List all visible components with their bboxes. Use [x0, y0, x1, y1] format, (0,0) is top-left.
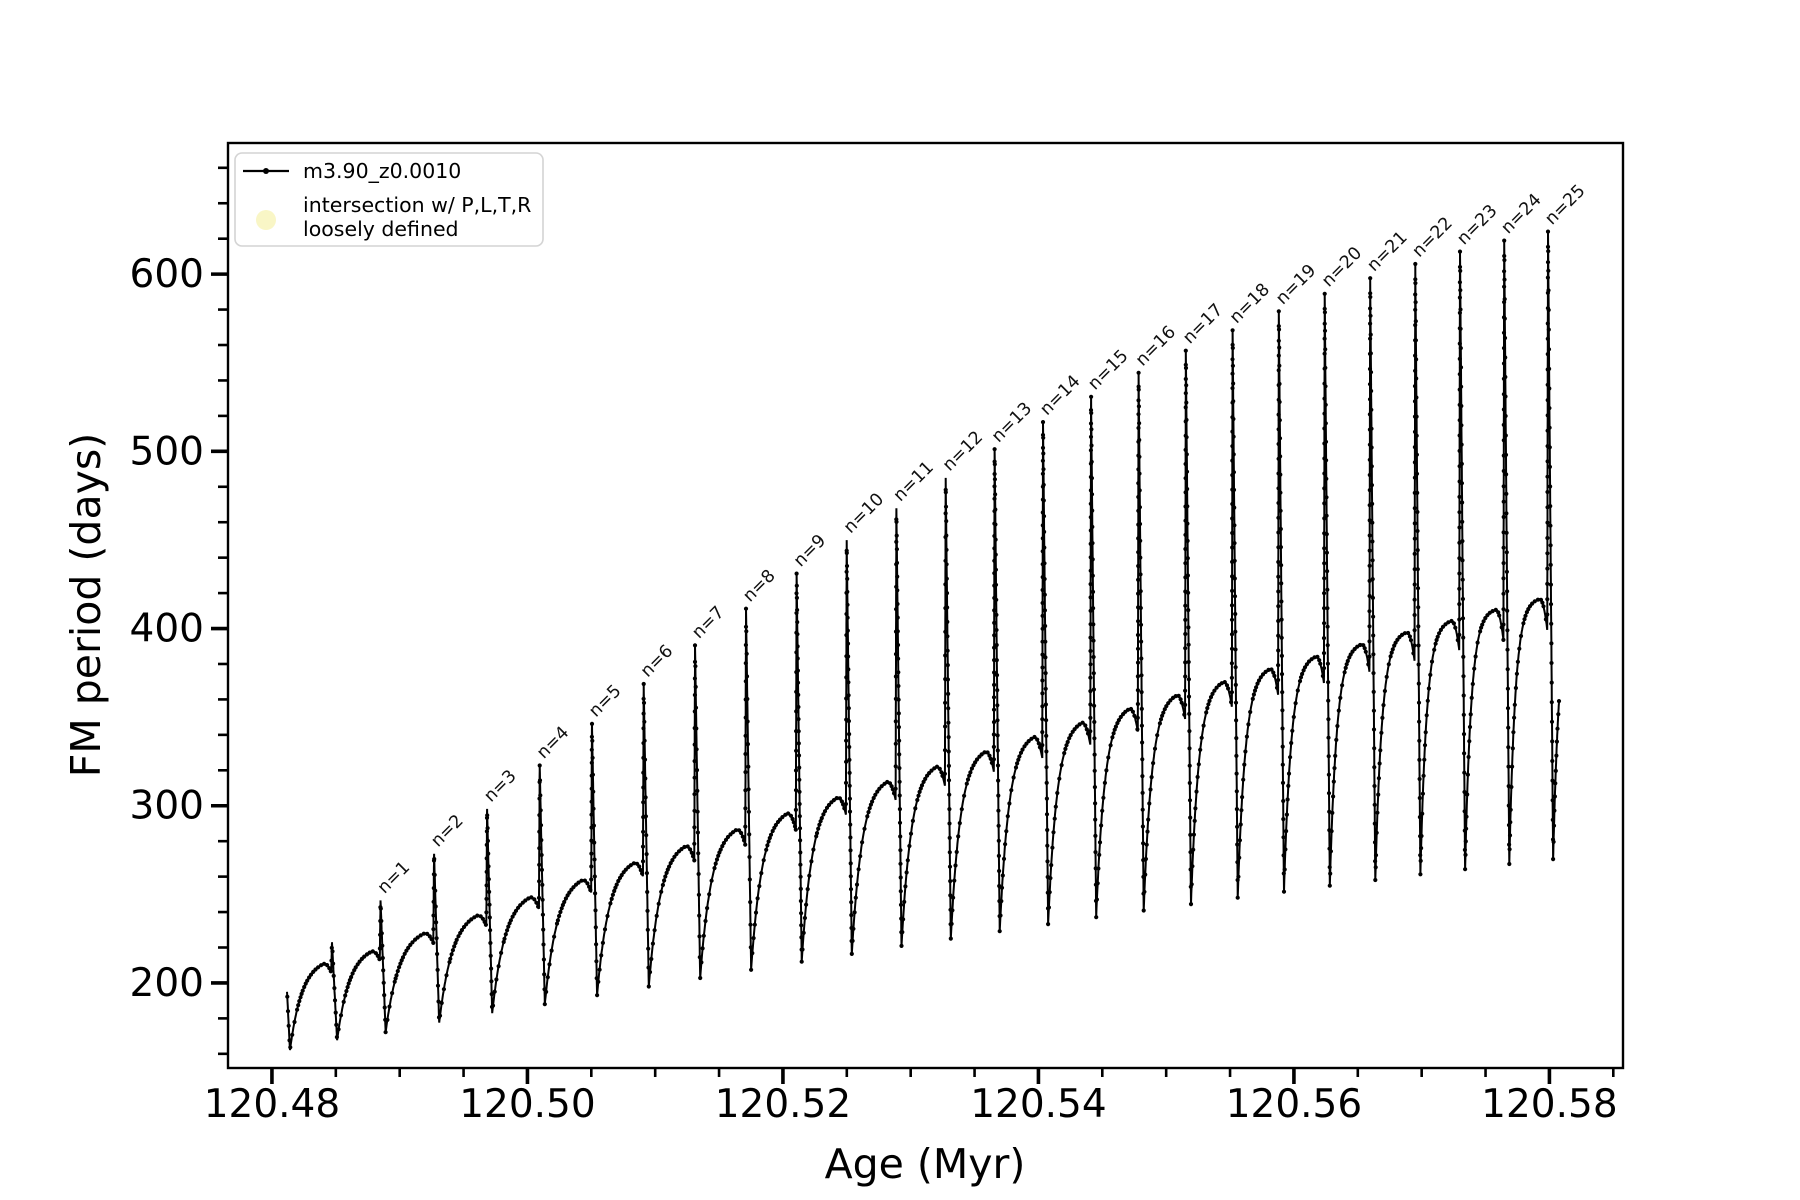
legend-label-intersection-line1: intersection w/ P,L,T,R	[303, 193, 531, 217]
spike-label-n-12: n=12	[939, 427, 987, 475]
pulse-annotations: n=1n=2n=3n=4n=5n=6n=7n=8n=9n=10n=11n=12n…	[374, 181, 1590, 898]
spike-label-n-17: n=17	[1179, 300, 1227, 348]
x-tick-label: 120.58	[1481, 1082, 1617, 1127]
legend-label-intersection-line2: loosely defined	[303, 217, 459, 241]
spike-label-n-5: n=5	[585, 681, 625, 721]
spike-label-n-10: n=10	[840, 490, 888, 538]
spike-label-n-9: n=9	[790, 531, 830, 571]
spike-label-n-23: n=23	[1453, 201, 1501, 249]
x-tick-label: 120.48	[204, 1082, 340, 1127]
spike-label-n-13: n=13	[988, 399, 1036, 447]
spike-label-n-4: n=4	[533, 723, 573, 763]
x-tick-label: 120.50	[459, 1082, 595, 1127]
spike-label-n-18: n=18	[1226, 280, 1274, 328]
y-axis-ticks	[211, 166, 228, 1056]
x-tick-label: 120.52	[715, 1082, 851, 1127]
x-tick-label: 120.54	[970, 1082, 1106, 1127]
legend-box	[234, 152, 544, 247]
spike-label-n-22: n=22	[1409, 213, 1457, 261]
spike-label-n-8: n=8	[739, 566, 779, 606]
spike-label-n-6: n=6	[637, 641, 677, 681]
x-axis-ticks	[270, 1068, 1615, 1084]
spike-label-n-19: n=19	[1272, 261, 1320, 309]
spike-label-n-1: n=1	[374, 858, 414, 898]
legend-line-marker-dot	[263, 168, 269, 174]
spike-label-n-16: n=16	[1132, 322, 1180, 370]
legend-intersection-marker-icon	[256, 210, 276, 230]
x-axis-title: Age (Myr)	[825, 1140, 1026, 1188]
x-axis-tick-labels: 120.48 120.50 120.52 120.54 120.56 120.58	[204, 1082, 1618, 1127]
spike-label-n-20: n=20	[1318, 243, 1366, 291]
y-axis-tick-labels: 200 300 400 500 600	[130, 252, 204, 1006]
spike-label-n-21: n=21	[1364, 228, 1412, 276]
spike-label-n-11: n=11	[890, 458, 938, 506]
y-axis-title: FM period (days)	[62, 433, 110, 777]
spike-label-n-7: n=7	[688, 603, 728, 643]
data-layer	[285, 229, 1562, 1051]
y-tick-label: 200	[130, 961, 204, 1006]
series-markers	[285, 229, 1562, 1050]
legend: m3.90_z0.0010 intersection w/ P,L,T,R lo…	[234, 152, 544, 247]
spike-label-n-15: n=15	[1084, 346, 1132, 394]
y-tick-label: 500	[130, 429, 204, 474]
y-tick-label: 300	[130, 784, 204, 829]
spike-label-n-3: n=3	[480, 766, 520, 806]
y-tick-label: 600	[130, 252, 204, 297]
y-tick-label: 400	[130, 607, 204, 652]
plot-border	[226, 141, 1625, 1070]
spike-label-n-14: n=14	[1036, 372, 1084, 420]
spike-label-n-25: n=25	[1541, 181, 1589, 229]
spike-label-n-2: n=2	[427, 811, 467, 851]
spike-label-n-24: n=24	[1498, 190, 1546, 238]
x-tick-label: 120.56	[1226, 1082, 1362, 1127]
legend-label-series: m3.90_z0.0010	[303, 159, 461, 184]
